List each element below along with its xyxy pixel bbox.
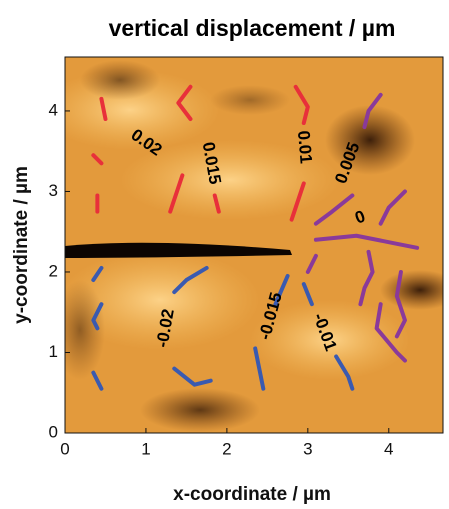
y-tick-label: 2 xyxy=(49,261,58,280)
contour-line xyxy=(91,96,108,214)
y-tick-label: 1 xyxy=(49,342,58,361)
chart-title: vertical displacement / µm xyxy=(109,15,396,41)
x-tick-label: 4 xyxy=(384,439,393,458)
plot-frame xyxy=(64,56,444,434)
contour-line xyxy=(253,273,290,391)
afm-image xyxy=(65,57,443,433)
contour-line xyxy=(301,282,355,391)
contour-line xyxy=(168,84,221,214)
x-tick-label: 1 xyxy=(141,439,150,458)
x-axis-label: x-coordinate / µm xyxy=(173,484,331,505)
contour-line xyxy=(91,265,213,391)
contour-line xyxy=(313,92,383,226)
y-tick-label: 0 xyxy=(49,422,58,441)
y-axis-label: y-coordinate / µm xyxy=(11,166,32,324)
x-tick-label: 2 xyxy=(222,439,231,458)
x-tick-label: 0 xyxy=(60,439,69,458)
y-tick-label: 4 xyxy=(49,100,58,119)
y-tick-label: 3 xyxy=(49,181,58,200)
contour-label: 0.01 xyxy=(294,130,316,165)
contour-line xyxy=(289,84,310,222)
x-tick-label: 3 xyxy=(303,439,312,458)
contour-line xyxy=(305,189,420,363)
